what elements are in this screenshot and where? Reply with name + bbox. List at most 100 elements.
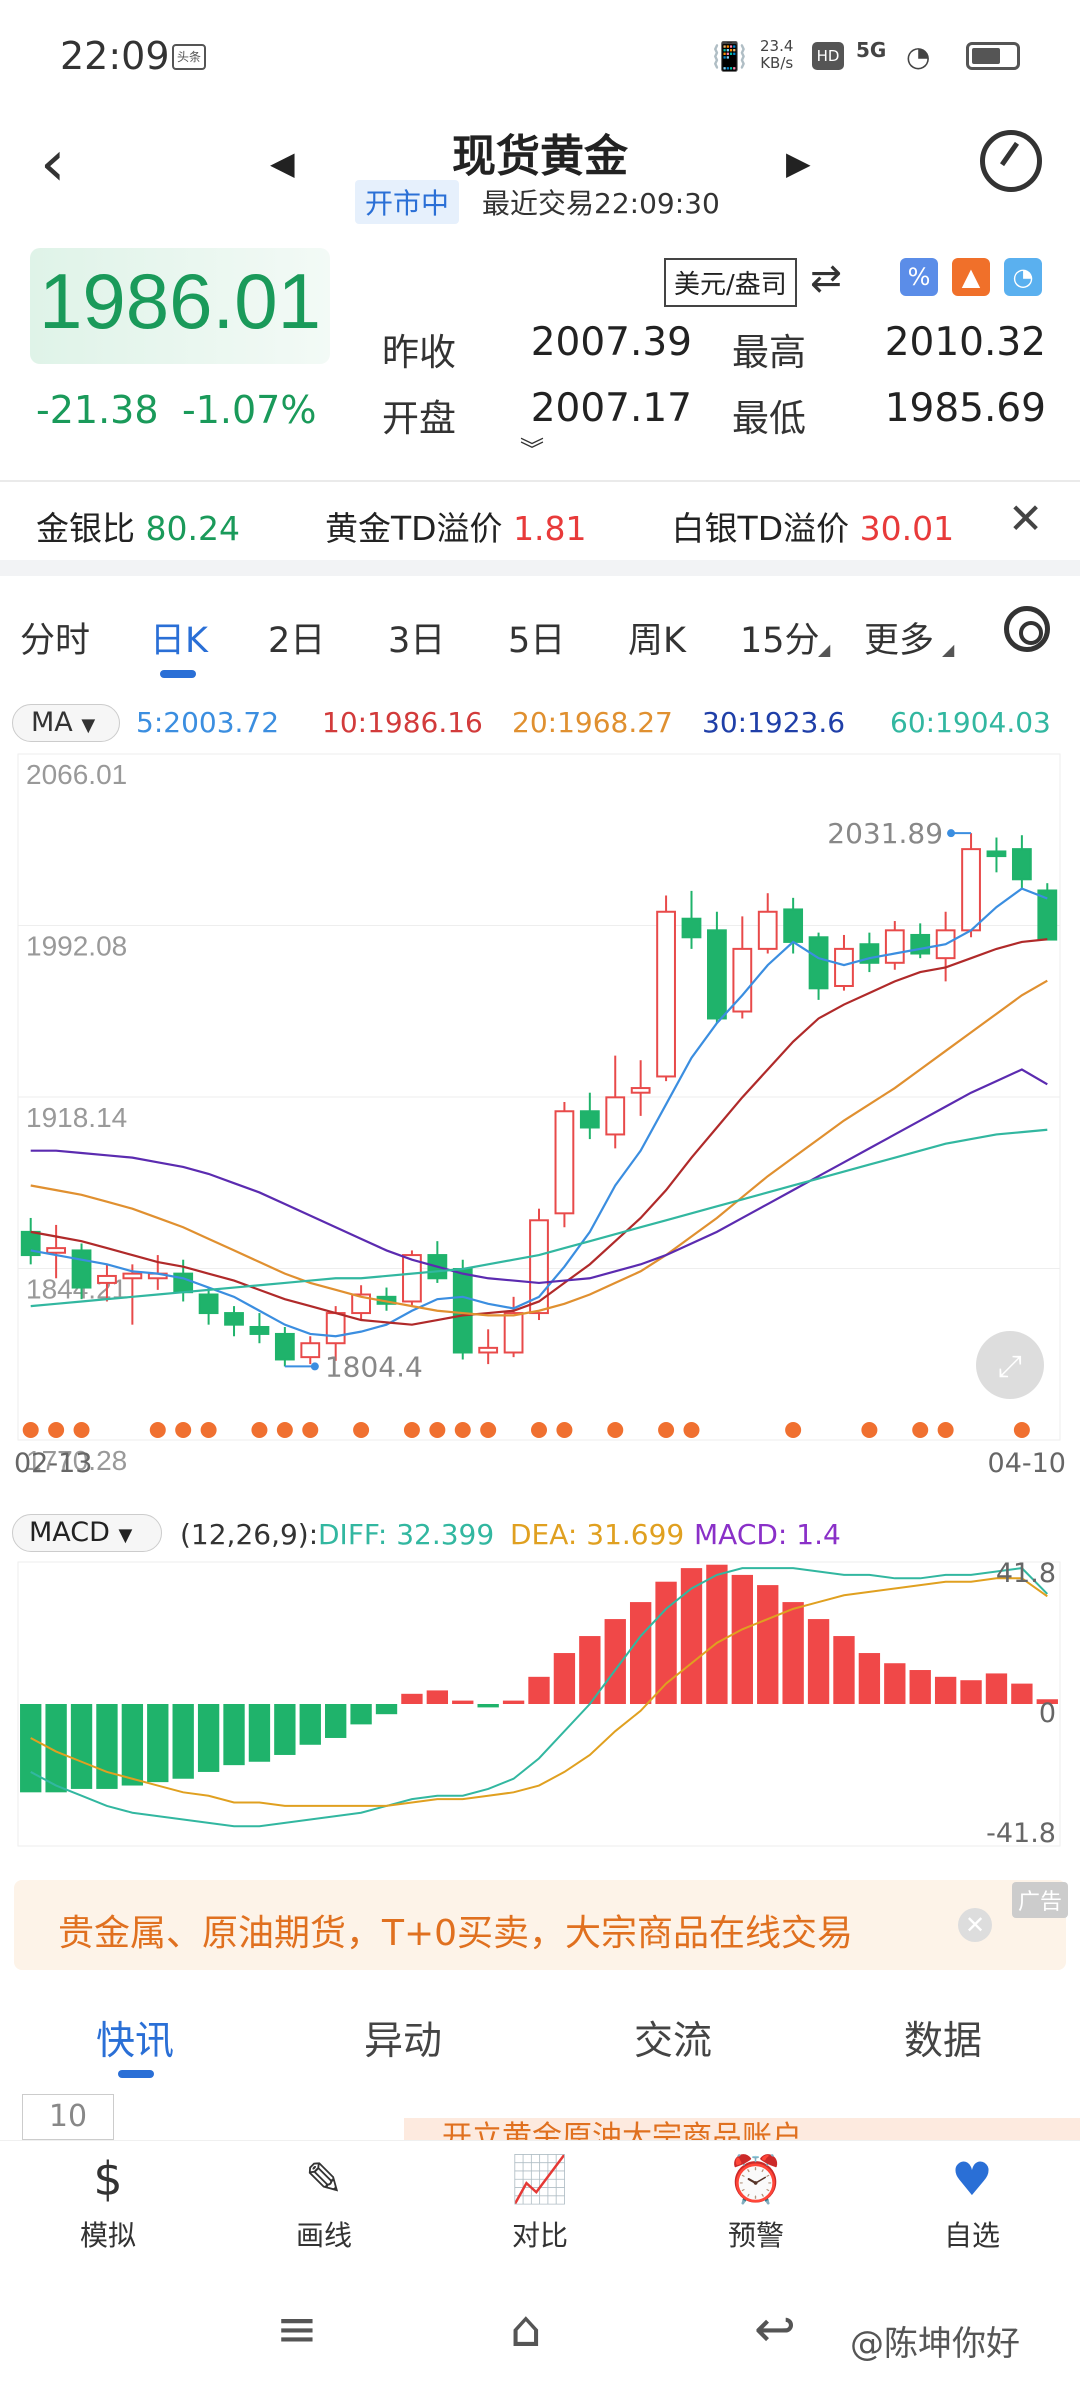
tab-flash-news[interactable]: 快讯: [96, 2019, 175, 2064]
signal-dot: [556, 1422, 573, 1438]
net-speed: 23.4 KB/s: [760, 37, 794, 72]
kline-chart[interactable]: 2066.011992.081918.141844.211770.282031.…: [0, 740, 1080, 1860]
tab-daily-k[interactable]: 日K: [150, 621, 208, 661]
signal-dot: [658, 1422, 675, 1438]
macd-y-label: -41.8: [986, 1818, 1056, 1849]
menu-nav-icon[interactable]: ≡: [276, 2300, 318, 2358]
candle: [122, 1272, 143, 1280]
macd-bar: [655, 1581, 677, 1704]
alarm-icon: ⏰: [727, 2152, 785, 2206]
swap-unit-icon[interactable]: ⇄: [810, 256, 842, 300]
candle: [503, 1312, 524, 1354]
back-arrow-icon[interactable]: ‹: [40, 127, 66, 201]
macd-bar: [248, 1704, 271, 1762]
tab-more[interactable]: 更多: [864, 621, 935, 661]
status-time: 22:09: [60, 34, 170, 78]
ma20-value: 20:1968.27: [512, 706, 673, 739]
back-nav-icon[interactable]: ↩: [754, 2300, 796, 2358]
signal-dot: [429, 1422, 446, 1438]
signal-dot: [73, 1422, 90, 1438]
toutiao-app-icon: 头条: [172, 44, 206, 70]
close-ratio-icon[interactable]: ✕: [1008, 494, 1044, 543]
y-axis-label: 1918.14: [26, 1102, 127, 1133]
candle: [681, 917, 702, 939]
macd-bar: [706, 1564, 728, 1704]
candle: [579, 1110, 600, 1129]
current-price: 1986.01: [39, 257, 321, 345]
macd-bar: [70, 1704, 93, 1789]
x-axis-label: 04-10: [988, 1448, 1066, 1479]
refresh-icon[interactable]: [980, 130, 1042, 192]
last-trade-time: 最近交易22:09:30: [482, 187, 720, 220]
tab-3day[interactable]: 3日: [388, 621, 446, 661]
ma-line-ma20: [30, 979, 1048, 1317]
ad-banner[interactable]: [14, 1880, 1066, 1970]
macd-selector[interactable]: MACD ▼: [12, 1514, 162, 1552]
signal-dot: [454, 1422, 471, 1438]
price-highlight: [30, 248, 330, 364]
ad-badge: 广告: [1012, 1882, 1069, 1918]
candle: [630, 1087, 651, 1094]
candle: [452, 1267, 473, 1354]
next-instrument-icon[interactable]: ▶: [786, 144, 811, 182]
high-value: 2010.32: [884, 320, 1046, 365]
signal-dot: [607, 1422, 624, 1438]
macd-bar: [502, 1700, 525, 1704]
macd-bar: [579, 1636, 601, 1704]
prev-close-value: 2007.39: [530, 320, 692, 365]
tab-timeshare[interactable]: 分时: [20, 621, 91, 661]
prev-instrument-icon[interactable]: ◀: [270, 144, 295, 182]
market-status-badge: 开市中: [355, 180, 460, 224]
y-axis-label: 1770.28: [26, 1445, 127, 1476]
macd-bar: [223, 1704, 245, 1766]
tab-movement[interactable]: 异动: [364, 2019, 443, 2064]
candle: [71, 1249, 92, 1289]
macd-bar: [172, 1704, 194, 1779]
settings-gear-icon[interactable]: [1004, 606, 1050, 652]
macd-bar: [731, 1574, 753, 1704]
draw-line-button[interactable]: ✎ 画线: [264, 2150, 384, 2254]
ad-close-icon[interactable]: ✕: [958, 1908, 992, 1942]
favorite-button[interactable]: ♥ 自选: [912, 2150, 1032, 2254]
gold-td-label: 黄金TD溢价: [324, 509, 503, 548]
tab-discussion[interactable]: 交流: [634, 2019, 713, 2064]
candle: [554, 1110, 575, 1215]
tab-weekly-k[interactable]: 周K: [628, 621, 686, 661]
home-nav-icon[interactable]: ⌂: [510, 2300, 542, 2358]
simulate-button[interactable]: $ 模拟: [48, 2150, 168, 2254]
ma-selector[interactable]: MA ▼: [12, 704, 120, 742]
macd-dea-line: [30, 1577, 1048, 1807]
macd-bar: [985, 1673, 1008, 1704]
macd-bar: [350, 1704, 372, 1725]
low-value: 1985.69: [884, 386, 1046, 431]
signal-dot: [403, 1422, 420, 1438]
open-value: 2007.17: [530, 386, 692, 431]
ma-line-ma60: [30, 1128, 1048, 1308]
ad-text[interactable]: 贵金属、原油期货，T+0买卖，大宗商品在线交易: [58, 1913, 854, 1954]
tab-2day[interactable]: 2日: [268, 621, 326, 661]
unit-toggle[interactable]: 美元/盎司: [664, 258, 797, 307]
tab-data[interactable]: 数据: [904, 2019, 983, 2064]
macd-bar: [147, 1704, 169, 1783]
tab-15min[interactable]: 15分: [740, 621, 820, 661]
macd-bar: [121, 1704, 144, 1786]
macd-dea: DEA: 31.699: [510, 1518, 685, 1551]
candle: [605, 1096, 626, 1136]
alarm-button[interactable]: ⏰ 预警: [696, 2150, 816, 2254]
candle: [757, 910, 778, 950]
candle: [884, 929, 905, 964]
compare-button[interactable]: 📈 对比: [480, 2150, 600, 2254]
macd-bar: [45, 1704, 67, 1793]
signal-dot: [200, 1422, 217, 1438]
macd-bar: [20, 1704, 42, 1793]
tab-5day[interactable]: 5日: [508, 621, 566, 661]
indicator-icon[interactable]: ▲: [952, 258, 990, 296]
signal-dot: [353, 1422, 370, 1438]
signal-dot: [175, 1422, 192, 1438]
percent-icon[interactable]: %: [900, 258, 938, 296]
price-change-pct: -1.07%: [182, 388, 317, 432]
expand-chevron-icon[interactable]: ︾: [520, 436, 544, 464]
pie-chart-icon[interactable]: ◔: [1004, 258, 1042, 296]
news-tab-indicator: [118, 2070, 154, 2078]
signal-dot: [48, 1422, 65, 1438]
